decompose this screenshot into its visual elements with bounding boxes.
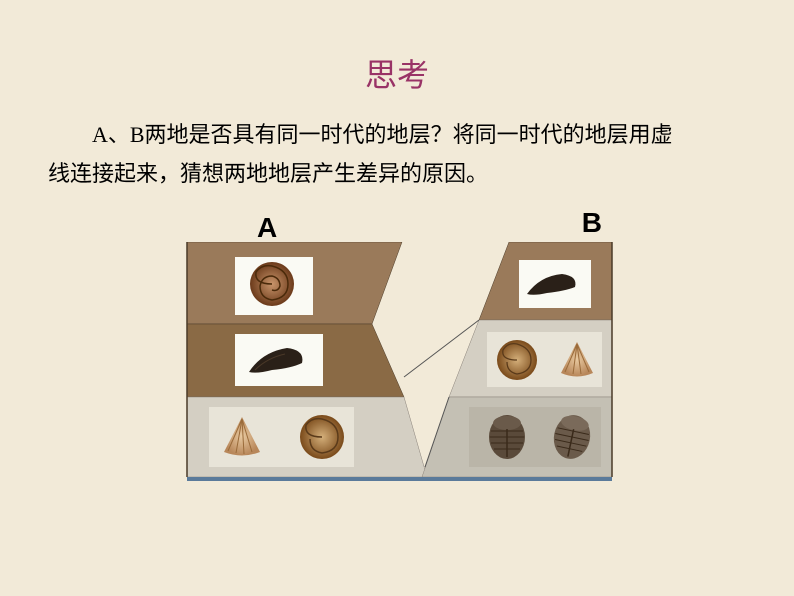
- ammonite-icon: [300, 415, 344, 459]
- label-b: B: [582, 207, 602, 239]
- strata-diagram: A B: [147, 217, 647, 507]
- trilobite-icon: [489, 415, 525, 459]
- question-line2: 线连接起来，猜想两地地层产生差异的原因。: [48, 161, 488, 186]
- question-line1: A、B两地是否具有同一时代的地层？将同一时代的地层用虚: [92, 122, 673, 147]
- slide-title: 思考: [48, 50, 746, 96]
- ammonite-icon: [497, 340, 537, 380]
- ammonite-icon: [250, 262, 294, 306]
- label-a: A: [257, 212, 277, 244]
- strata-svg: [147, 242, 647, 507]
- question-text: A、B两地是否具有同一时代的地层？将同一时代的地层用虚线连接起来，猜想两地地层产…: [48, 116, 746, 193]
